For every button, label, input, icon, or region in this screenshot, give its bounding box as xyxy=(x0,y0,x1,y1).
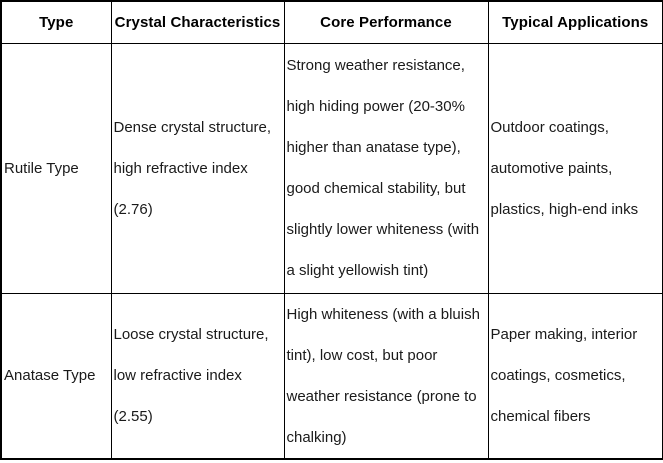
column-header-type: Type xyxy=(0,0,112,44)
rutile-performance-cell: Strong weather resistance, high hiding p… xyxy=(283,42,489,294)
table-row-rutile: Rutile Type Dense crystal structure, hig… xyxy=(0,42,663,294)
anatase-performance-cell: High whiteness (with a bluish tint), low… xyxy=(283,292,489,459)
anatase-applications-cell: Paper making, interior coatings, cosmeti… xyxy=(487,292,663,459)
column-header-crystal-characteristics: Crystal Characteristics xyxy=(110,0,285,44)
table-row-anatase: Anatase Type Loose crystal structure, lo… xyxy=(0,292,663,459)
rutile-type-cell: Rutile Type xyxy=(0,42,112,294)
rutile-crystal-cell: Dense crystal structure, high refractive… xyxy=(110,42,285,294)
anatase-crystal-cell: Loose crystal structure, low refractive … xyxy=(110,292,285,459)
rutile-applications-cell: Outdoor coatings, automotive paints, pla… xyxy=(487,42,663,294)
column-header-typical-applications: Typical Applications xyxy=(487,0,663,44)
table-header-row: Type Crystal Characteristics Core Perfor… xyxy=(0,0,663,44)
column-header-core-performance: Core Performance xyxy=(283,0,489,44)
anatase-type-cell: Anatase Type xyxy=(0,292,112,459)
